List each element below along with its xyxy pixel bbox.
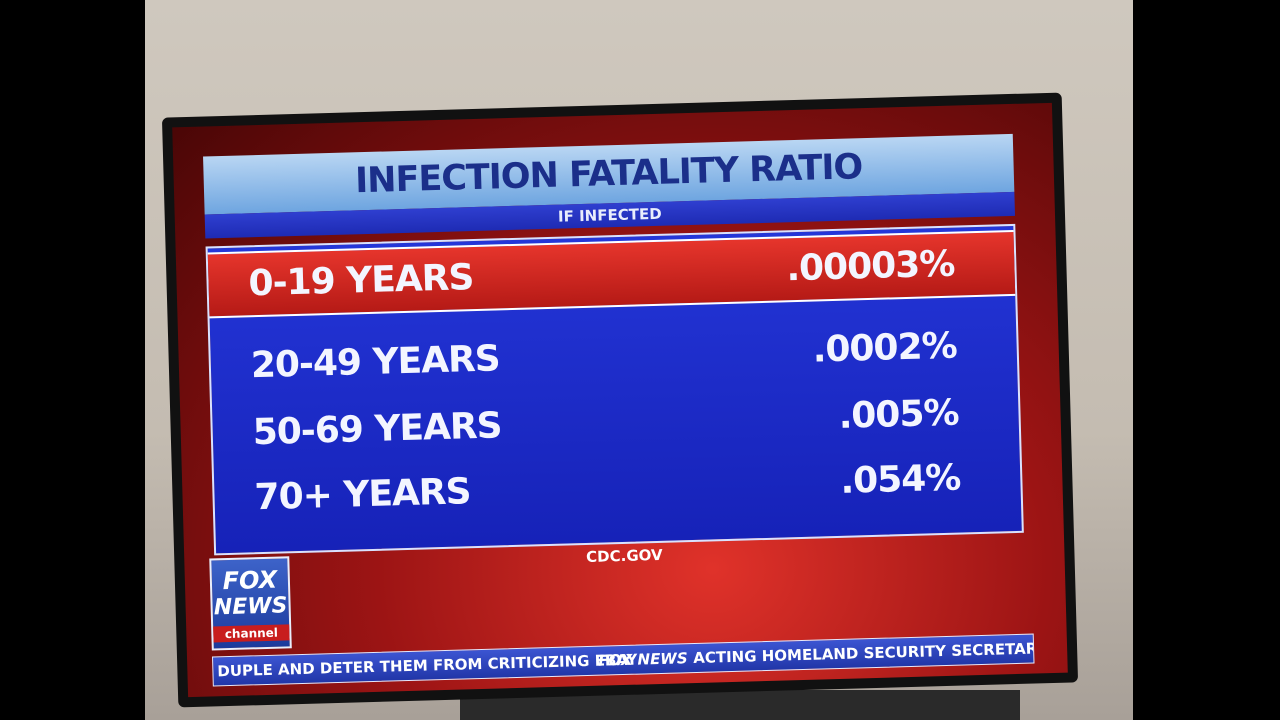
screen: INFECTION FATALITY RATIO IF INFECTED 0-1… — [172, 102, 1068, 698]
ratio: .00003% — [785, 243, 955, 290]
logo: FOX NEWS channel — [209, 556, 292, 651]
age-group: 50-69 YEARS — [252, 405, 503, 454]
ticker-text: ACTING HOMELAND SECURITY SECRETARY — [692, 639, 1035, 668]
ratio: .0002% — [812, 325, 958, 371]
ticker-text: DUPLE AND DETER THEM FROM CRITICIZING EB… — [217, 650, 638, 681]
age-group: 20-49 YEARS — [250, 338, 501, 387]
age-group: 0-19 YEARS — [248, 257, 474, 305]
table-row: 0-19 YEARS .00003% — [207, 229, 1016, 319]
logo-text: NEWS — [213, 593, 288, 621]
ticker: DUPLE AND DETER THEM FROM CRITICIZING EB… — [212, 633, 1035, 687]
logo-text: channel — [213, 624, 290, 643]
age-group: 70+ YEARS — [254, 471, 472, 519]
ratio: .054% — [839, 457, 961, 502]
logo-text: FOX — [222, 565, 278, 596]
tv: INFECTION FATALITY RATIO IF INFECTED 0-1… — [161, 92, 1079, 708]
ratio: .005% — [838, 392, 960, 437]
ticker-brand: FOX NEWS — [598, 649, 688, 670]
table: 0-19 YEARS .00003% 20-49 YEARS .0002% 50… — [205, 223, 1024, 556]
